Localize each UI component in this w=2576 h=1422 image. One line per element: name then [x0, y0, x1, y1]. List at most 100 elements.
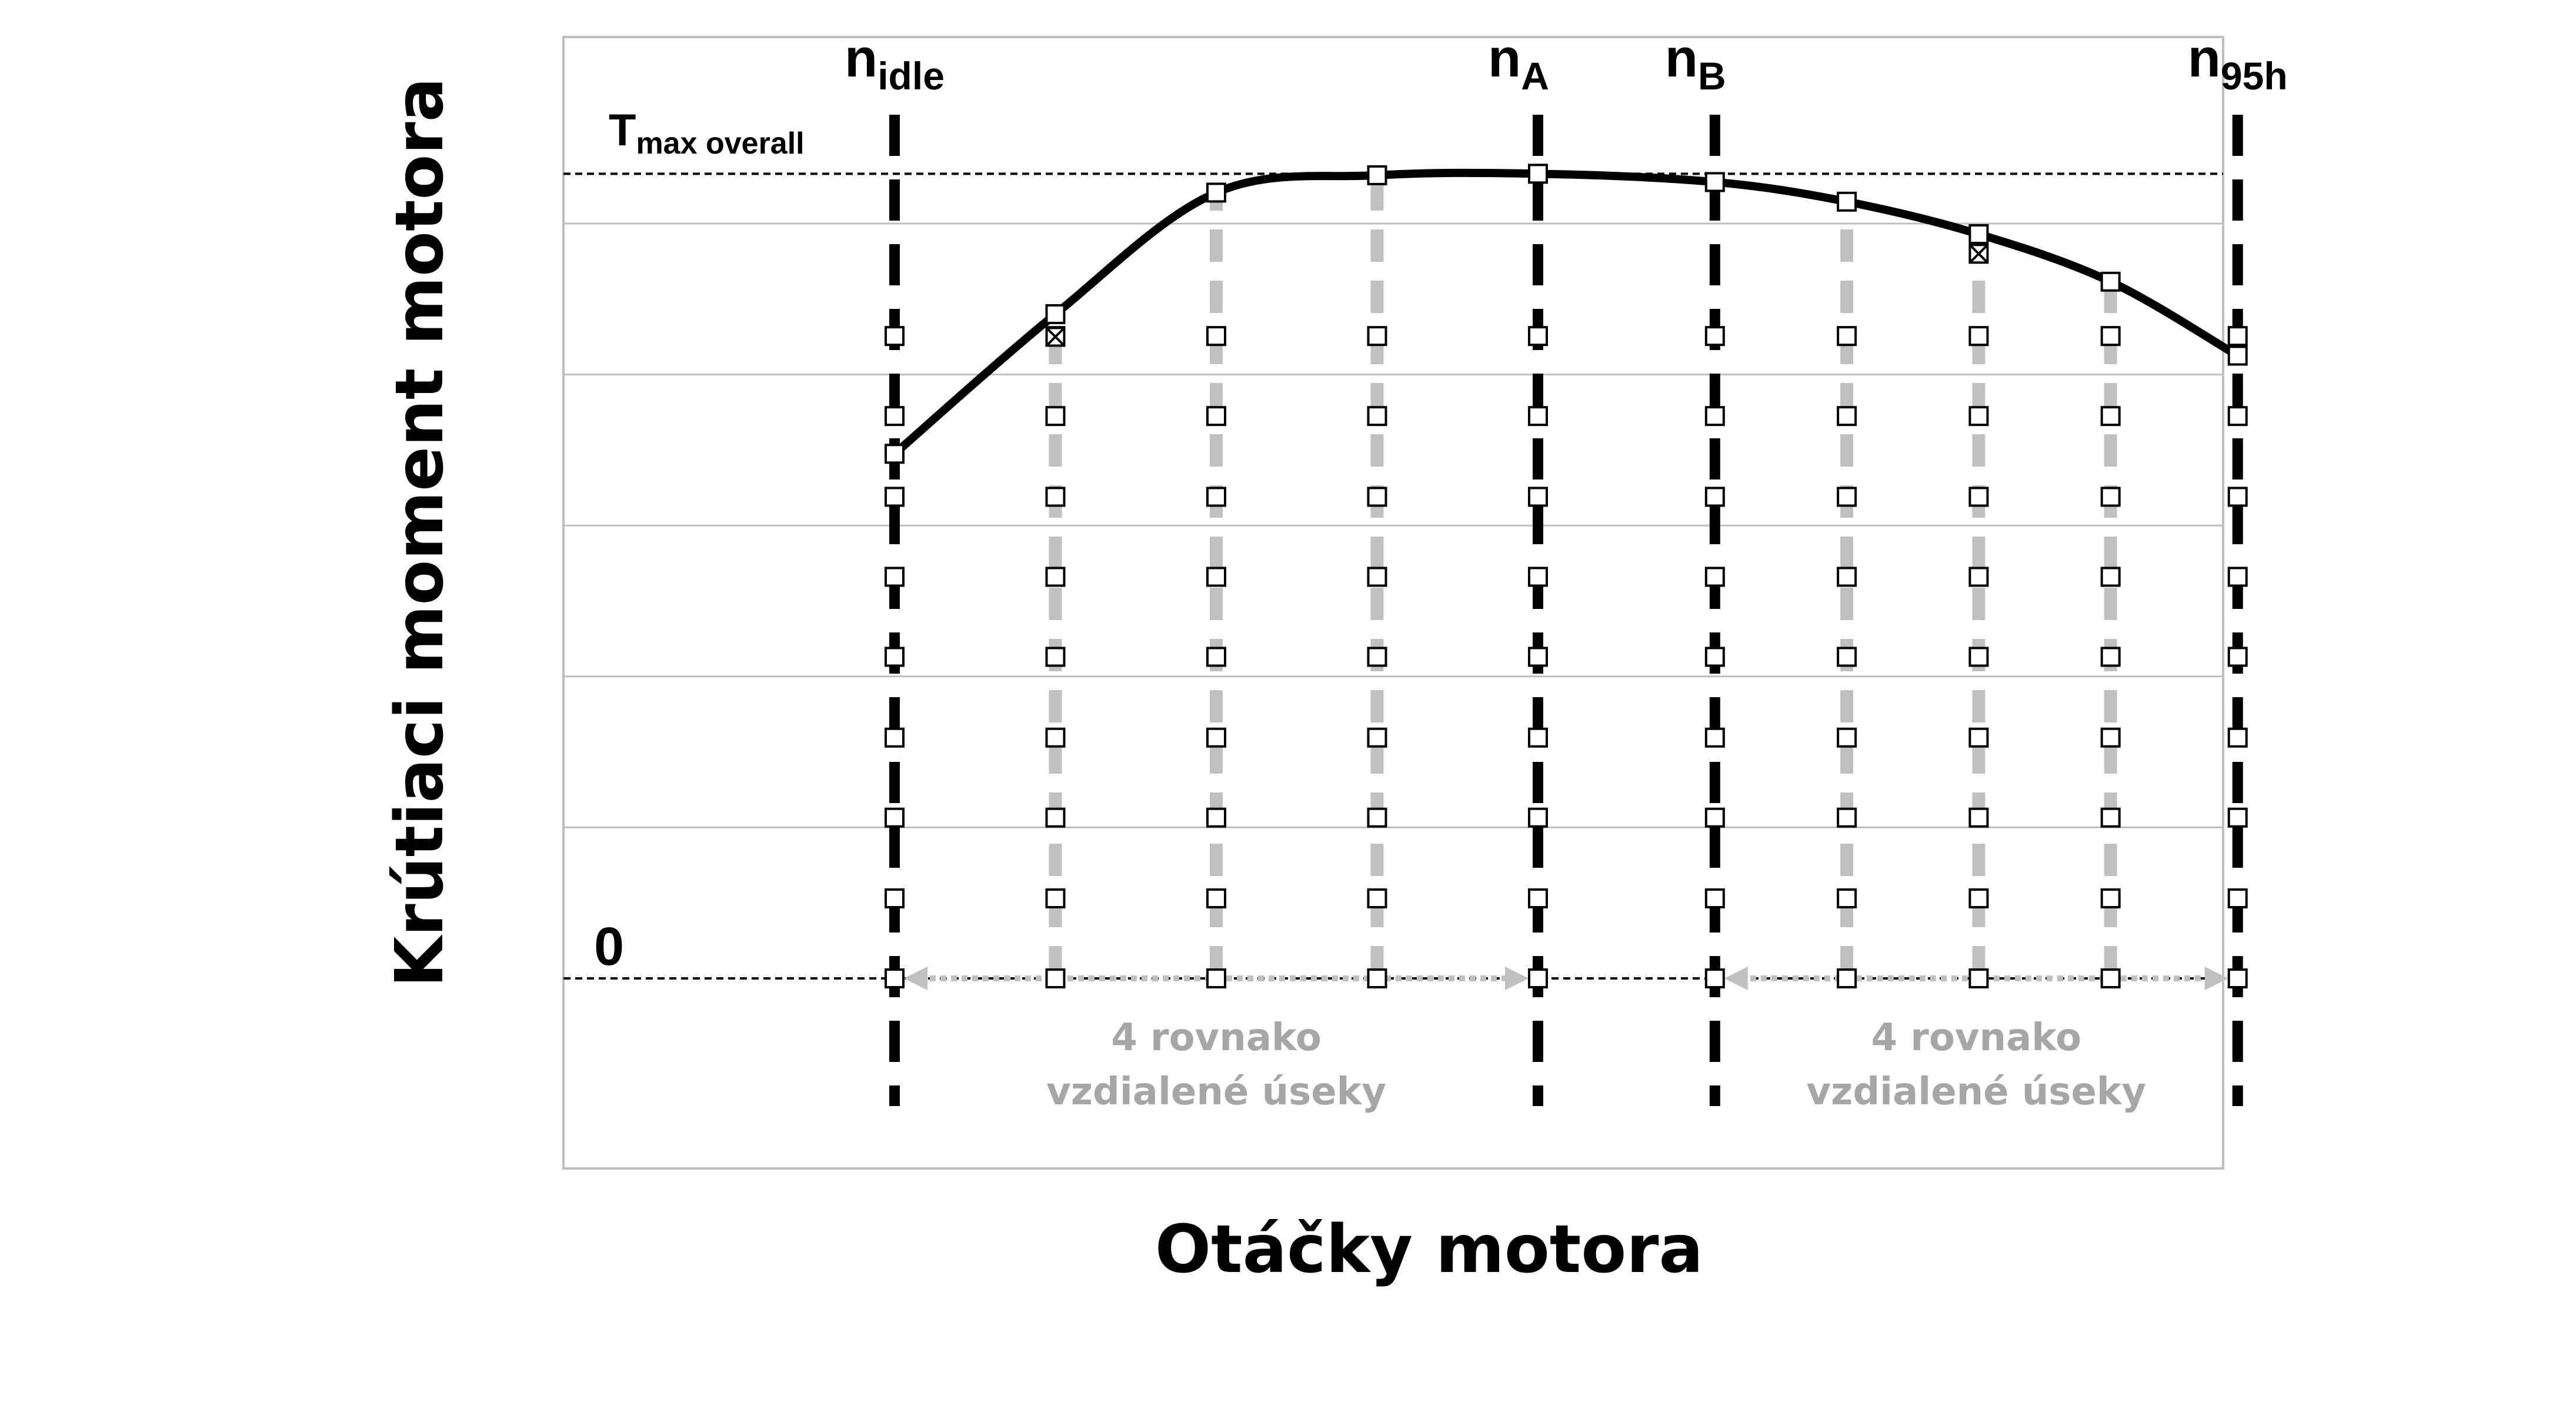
test-point-5: [885, 567, 905, 587]
test-point-20: [1206, 807, 1226, 828]
test-point-40: [1528, 647, 1548, 667]
test-point-60: [1837, 487, 1857, 507]
test-point-19: [1206, 888, 1226, 909]
test-point-71: [1968, 326, 1989, 347]
curve-point-1: [1045, 304, 1066, 324]
test-point-7: [885, 406, 905, 427]
test-point-35: [1367, 326, 1387, 347]
test-point-77: [2100, 567, 2121, 587]
test-point-36: [1528, 968, 1548, 988]
curve-point-3: [1367, 165, 1387, 185]
span-label-0-line1: 4 rovnako: [1111, 1016, 1322, 1060]
test-point-78: [2100, 487, 2121, 507]
curve-point-9: [2227, 345, 2248, 366]
test-point-11: [1045, 807, 1066, 828]
torque-curve: [890, 168, 2242, 458]
test-point-0: [885, 968, 905, 988]
test-point-61: [1837, 406, 1857, 427]
test-point-3: [885, 727, 905, 748]
test-point-34: [1367, 406, 1387, 427]
test-point-68: [1968, 567, 1989, 587]
test-point-37: [1528, 888, 1548, 909]
test-point-81: [2227, 968, 2248, 988]
test-point-27: [1367, 968, 1387, 988]
test-points: [885, 164, 2248, 988]
curve-point-4: [1528, 164, 1548, 184]
test-point-64: [1968, 888, 1989, 909]
tmax-label: Tmax overall: [609, 105, 805, 161]
test-point-59: [1837, 567, 1857, 587]
test-point-63: [1968, 968, 1989, 988]
test-point-23: [1206, 567, 1226, 587]
test-point-9: [1045, 968, 1066, 988]
test-point-65: [1968, 807, 1989, 828]
span-label-0-line2: vzdialené úseky: [1046, 1070, 1386, 1114]
test-point-25: [1206, 406, 1226, 427]
test-point-14: [1045, 567, 1066, 587]
test-point-87: [2227, 487, 2248, 507]
test-point-66: [1968, 727, 1989, 748]
test-point-53: [1704, 326, 1725, 347]
y-axis-title: Krútiaci moment motora: [382, 78, 458, 988]
test-point-47: [1704, 807, 1725, 828]
test-point-58: [1837, 647, 1857, 667]
test-point-13: [1045, 647, 1066, 667]
test-point-28: [1367, 888, 1387, 909]
zero-label: 0: [594, 917, 624, 977]
torque-curve-group: [890, 168, 2242, 458]
curve-point-0: [885, 444, 905, 464]
test-point-16: [1045, 406, 1066, 427]
test-point-89: [2227, 326, 2248, 347]
test-point-67: [1968, 647, 1989, 667]
test-point-42: [1528, 487, 1548, 507]
test-point-76: [2100, 647, 2121, 667]
test-point-29: [1367, 807, 1387, 828]
curve-point-8: [2100, 271, 2121, 292]
test-point-73: [2100, 888, 2121, 909]
test-point-32: [1367, 567, 1387, 587]
test-point-6: [885, 487, 905, 507]
curve-point-7: [1968, 224, 1989, 244]
test-point-70: [1968, 406, 1989, 427]
test-point-21: [1206, 727, 1226, 748]
test-point-74: [2100, 807, 2121, 828]
span-label-1-line2: vzdialené úseky: [1806, 1070, 2146, 1114]
test-point-18: [1206, 968, 1226, 988]
test-point-46: [1704, 888, 1725, 909]
test-point-4: [885, 647, 905, 667]
test-point-79: [2100, 406, 2121, 427]
speed-label-95h: n95h: [2188, 28, 2288, 98]
test-point-33: [1367, 487, 1387, 507]
test-point-88: [2227, 406, 2248, 427]
curve-point-6: [1837, 191, 1857, 212]
test-point-50: [1704, 567, 1725, 587]
test-point-22: [1206, 647, 1226, 667]
span-label-1-line1: 4 rovnako: [1871, 1016, 2081, 1060]
test-point-83: [2227, 807, 2248, 828]
test-point-56: [1837, 807, 1857, 828]
test-point-8: [885, 326, 905, 347]
test-point-39: [1528, 727, 1548, 748]
crossed-point-x-1: [1968, 244, 1988, 264]
test-point-45: [1704, 968, 1725, 988]
test-point-24: [1206, 487, 1226, 507]
test-point-69: [1968, 487, 1989, 507]
test-point-44: [1528, 326, 1548, 347]
speed-label-a: nA: [1488, 28, 1549, 98]
crossed-point-x-0: [1046, 327, 1065, 347]
test-point-55: [1837, 888, 1857, 909]
test-point-30: [1367, 727, 1387, 748]
curve-point-2: [1206, 182, 1226, 203]
test-point-75: [2100, 727, 2121, 748]
test-point-80: [2100, 326, 2121, 347]
test-point-72: [2100, 968, 2121, 988]
test-point-86: [2227, 567, 2248, 587]
test-point-48: [1704, 727, 1725, 748]
test-point-10: [1045, 888, 1066, 909]
test-point-2: [885, 807, 905, 828]
test-point-26: [1206, 326, 1226, 347]
curve-point-5: [1704, 172, 1725, 192]
intermediate-speed-lines: [1049, 175, 2117, 978]
test-point-85: [2227, 647, 2248, 667]
test-point-41: [1528, 567, 1548, 587]
